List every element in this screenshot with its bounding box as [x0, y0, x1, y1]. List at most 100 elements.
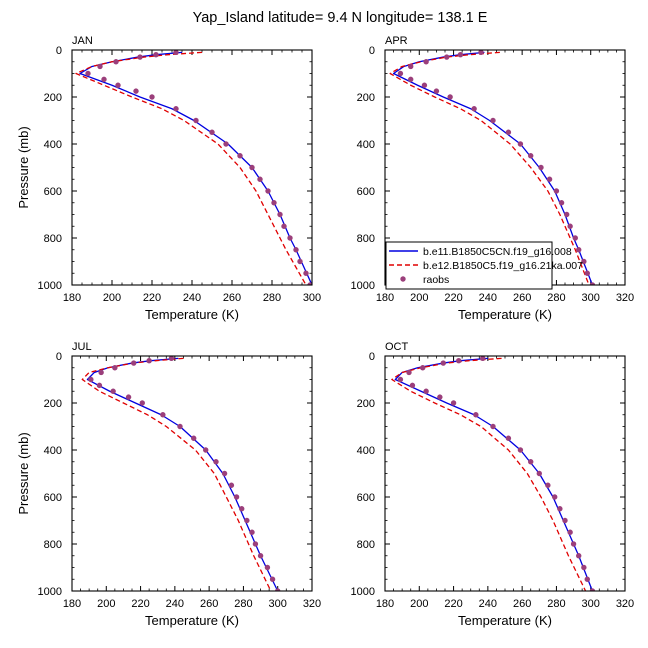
- panel-frame: [384, 355, 626, 592]
- raobs-point: [567, 529, 573, 535]
- x-axis-label: Temperature (K): [145, 613, 239, 628]
- x-axis-label: Temperature (K): [458, 307, 552, 322]
- x-axis-label: Temperature (K): [145, 307, 239, 322]
- raobs-point: [444, 54, 450, 60]
- raobs-point: [125, 394, 132, 400]
- raobs-point: [437, 394, 443, 400]
- raobs-point: [457, 52, 464, 58]
- y-tick-label: 200: [357, 92, 375, 104]
- x-tick-label: 240: [479, 292, 497, 304]
- raobs-point: [149, 94, 155, 100]
- raobs-point: [584, 576, 590, 582]
- y-tick-label: 800: [44, 539, 62, 551]
- raobs-point: [562, 517, 568, 524]
- x-tick-label: 260: [513, 598, 531, 610]
- raobs-point: [88, 376, 94, 383]
- raobs-point: [538, 164, 544, 171]
- panel-data: [75, 50, 312, 285]
- raobs-point: [131, 360, 137, 366]
- panel-data: [391, 356, 596, 591]
- raobs-point: [421, 82, 428, 88]
- raobs-point: [239, 506, 245, 512]
- raobs-point: [115, 82, 121, 88]
- x-tick-label: 260: [223, 292, 241, 304]
- raobs-point: [293, 247, 299, 253]
- raobs-point: [589, 282, 596, 285]
- panel-label: JAN: [72, 35, 93, 47]
- raobs-point: [553, 188, 560, 194]
- raobs-point: [576, 553, 582, 559]
- x-tick-label: 320: [616, 292, 634, 304]
- raobs-point: [505, 435, 512, 441]
- y-tick-label: 400: [357, 445, 375, 457]
- panel-jan: JAN 180 200 220 240 260 280 300 0 200 400 600 800 100…: [16, 35, 321, 322]
- y-axis-label: Pressure (mb): [16, 126, 31, 208]
- raobs-point: [528, 459, 534, 465]
- x-tick-label: 220: [444, 292, 462, 304]
- raobs-point: [228, 482, 235, 488]
- y-tick-label: 600: [357, 186, 375, 198]
- raobs-point: [589, 588, 596, 591]
- raobs-point: [409, 382, 416, 389]
- raobs-point: [213, 459, 219, 465]
- raobs-point: [536, 470, 542, 477]
- x-tick-label: 300: [582, 598, 600, 610]
- raobs-point: [456, 358, 462, 364]
- x-tick-label: 320: [616, 598, 634, 610]
- raobs-point: [480, 356, 486, 362]
- raobs-point: [552, 494, 558, 500]
- raobs-point: [397, 70, 404, 77]
- raobs-point: [139, 400, 145, 406]
- y-tick-label: 200: [44, 92, 62, 104]
- x-tick-label: 240: [166, 598, 184, 610]
- y-tick-label: 200: [357, 398, 375, 410]
- raobs-point: [307, 282, 312, 285]
- raobs-point: [249, 529, 255, 535]
- raobs-point: [173, 106, 179, 112]
- y-tick-label: 1000: [351, 586, 375, 598]
- panel-label: JUL: [72, 341, 92, 353]
- raobs-point: [528, 153, 534, 159]
- raobs-point: [450, 400, 457, 406]
- y-tick-label: 0: [56, 351, 62, 363]
- raobs-point: [447, 94, 453, 100]
- raobs-point: [203, 447, 209, 453]
- raobs-point: [297, 258, 303, 265]
- raobs-point: [423, 59, 429, 65]
- raobs-point: [408, 63, 414, 70]
- raobs-point: [576, 247, 582, 253]
- raobs-point: [471, 106, 477, 112]
- raobs-point: [546, 176, 553, 182]
- y-tick-label: 400: [357, 139, 375, 151]
- raobs-point: [244, 517, 250, 524]
- x-tick-label: 200: [97, 598, 115, 610]
- raobs-point: [269, 576, 276, 582]
- raobs-point: [191, 435, 197, 441]
- panel-apr: APR 180 200 220 240 260 280 300 320 0 200 400 600 800…: [351, 35, 635, 322]
- raobs-point: [233, 494, 240, 500]
- raobs-point: [193, 117, 199, 124]
- raobs-point: [112, 365, 118, 371]
- y-tick-label: 800: [44, 233, 62, 245]
- legend-entry: raobs: [423, 274, 449, 286]
- raobs-point: [237, 153, 243, 159]
- y-tick-label: 600: [44, 186, 62, 198]
- legend-raobs-swatch: [400, 276, 406, 282]
- x-tick-label: 300: [303, 292, 321, 304]
- y-tick-label: 600: [44, 492, 62, 504]
- raobs-point: [252, 541, 259, 547]
- raobs-point: [160, 412, 166, 418]
- raobs-point: [545, 482, 551, 488]
- y-tick-label: 1000: [38, 586, 62, 598]
- x-tick-label: 220: [444, 598, 462, 610]
- raobs-point: [281, 223, 287, 229]
- raobs-point: [98, 369, 104, 376]
- x-tick-label: 240: [183, 292, 201, 304]
- raobs-point: [287, 235, 293, 241]
- y-tick-label: 0: [369, 351, 375, 363]
- raobs-point: [137, 54, 143, 60]
- raobs-point: [96, 382, 103, 389]
- legend: b.e11.B1850C5CN.f19_g16.008 b.e12.B1850C5…: [385, 241, 583, 290]
- panel-data: [389, 50, 596, 285]
